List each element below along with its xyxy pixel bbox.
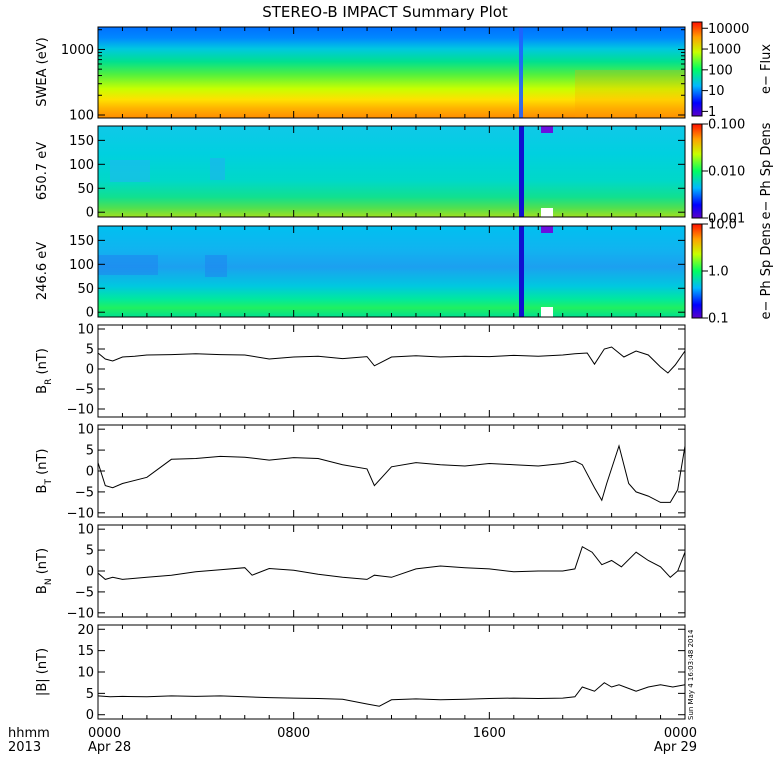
panel-bn: BN (nT) −10 −5 0 5 10 xyxy=(35,523,686,621)
bn-ylabel: BN (nT) xyxy=(35,548,54,594)
bt-ylabel: BT (nT) xyxy=(35,449,54,494)
bn-ytick-label: −10 xyxy=(67,606,94,621)
panel-swea: SWEA (eV) 100 1000 1 10 100 1000 10000 e− Flu… xyxy=(35,21,774,124)
bn-ytick-label: 0 xyxy=(86,565,94,580)
pad650-spectrogram xyxy=(98,126,685,217)
br-ytick-label: 0 xyxy=(86,363,94,378)
pad650-cb-tick-label: 0.001 xyxy=(708,212,745,227)
panel-pad650: 650.7 eV 0 50 100 150 0.001 0.010 0.100 e− Ph… xyxy=(35,118,774,227)
swea-cb-tick-label: 10000 xyxy=(708,22,749,37)
bt-ytick-label: 0 xyxy=(86,465,94,480)
bmag-frame xyxy=(97,624,686,720)
bmag-ytick-label: 5 xyxy=(86,687,94,702)
pad650-ytick-label: 100 xyxy=(69,158,94,173)
swea-ytick-label: 1000 xyxy=(61,43,94,58)
swea-colorbar xyxy=(691,21,703,117)
bn-ytick-label: 5 xyxy=(86,544,94,559)
bmag-ytick-label: 0 xyxy=(86,708,94,723)
br-trace xyxy=(97,346,686,374)
pad650-ylabel: 650.7 eV xyxy=(35,142,50,200)
pad650-gap-top xyxy=(541,126,553,133)
panel-bmag: |B| (nT) 0 5 10 15 20 Sun May 4 16:03:48 201… xyxy=(35,623,695,723)
pad246-ytick-label: 150 xyxy=(69,234,94,249)
pad650-patch xyxy=(110,160,150,182)
pad246-ylabel: 246.6 eV xyxy=(35,242,50,300)
pad246-cb-tick-label: 0.1 xyxy=(708,312,729,327)
pad246-spectrogram xyxy=(98,226,685,317)
pad650-dropout xyxy=(519,126,524,217)
pad246-cb-tick-label: 10.0 xyxy=(708,218,737,233)
pad246-colorbar xyxy=(691,223,703,319)
swea-ytick-label: 100 xyxy=(69,109,94,124)
br-ytick-label: 10 xyxy=(77,323,94,338)
panel-bt: BT (nT) −10 −5 0 5 10 xyxy=(35,423,686,521)
swea-cb-tick-label: 1000 xyxy=(708,43,741,58)
pad650-patch-2 xyxy=(210,158,225,180)
swea-dropout xyxy=(519,27,523,118)
pad246-colorbar-label: e− Ph Sp Dens xyxy=(759,222,774,319)
time-tick-sublabel: Apr 29 xyxy=(654,740,697,755)
pad246-ytick-label: 100 xyxy=(69,258,94,273)
pad650-gap-bottom xyxy=(541,208,553,217)
pad246-ytick-label: 50 xyxy=(77,282,94,297)
pad246-dropout xyxy=(519,226,524,317)
br-ylabel: BR (nT) xyxy=(35,348,54,394)
pad650-ytick-label: 150 xyxy=(69,134,94,149)
pad246-ytick-label: 0 xyxy=(86,306,94,321)
pad246-gap-top xyxy=(541,226,553,233)
swea-ylabel: SWEA (eV) xyxy=(35,37,50,106)
panel-pad246: 246.6 eV 0 50 100 150 0.1 1.0 10.0 e− Ph Sp D… xyxy=(35,218,774,327)
pad650-cb-tick-label: 0.010 xyxy=(708,165,745,180)
bmag-ytick-label: 20 xyxy=(77,623,94,638)
time-tick-label: 1600 xyxy=(473,726,506,741)
swea-late-band xyxy=(575,70,685,118)
pad246-patch xyxy=(98,255,158,275)
time-axis-label-year: 2013 xyxy=(8,740,41,755)
pad650-colorbar xyxy=(691,123,703,219)
plot-title: STEREO-B IMPACT Summary Plot xyxy=(262,3,508,21)
bmag-ytick-label: 15 xyxy=(77,644,94,659)
bn-ytick-label: −5 xyxy=(75,585,94,600)
swea-colorbar-label: e− Flux xyxy=(759,44,774,94)
pad650-cb-tick-label: 0.100 xyxy=(708,118,745,133)
swea-cb-tick-label: 100 xyxy=(708,63,733,78)
bmag-ytick-label: 10 xyxy=(77,666,94,681)
bmag-ylabel: |B| (nT) xyxy=(35,648,50,696)
bt-ytick-label: 10 xyxy=(77,423,94,438)
pad246-cb-tick-label: 1.0 xyxy=(708,265,729,280)
panel-br: BR (nT) −10 −5 0 5 10 xyxy=(35,323,686,418)
bn-frame xyxy=(97,524,686,618)
bt-ytick-label: 5 xyxy=(86,444,94,459)
swea-spectrogram xyxy=(98,27,685,118)
br-ytick-label: −5 xyxy=(75,383,94,398)
pad650-ytick-label: 50 xyxy=(77,182,94,197)
time-tick-sublabel: Apr 28 xyxy=(88,740,131,755)
swea-cb-tick-label: 1 xyxy=(708,105,716,120)
br-ytick-label: 5 xyxy=(86,343,94,358)
pad246-patch-2 xyxy=(205,255,227,277)
pad246-gap-bottom xyxy=(541,307,553,317)
bt-frame xyxy=(97,424,686,518)
bn-ytick-label: 10 xyxy=(77,523,94,538)
swea-cb-tick-label: 10 xyxy=(708,84,725,99)
time-tick-label: 0800 xyxy=(277,726,310,741)
time-axis-label-hhmm: hhmm xyxy=(8,726,50,741)
time-tick-label: 0000 xyxy=(664,726,697,741)
bt-ytick-label: −10 xyxy=(67,506,94,521)
bt-ytick-label: −5 xyxy=(75,485,94,500)
bmag-trace xyxy=(97,682,686,707)
br-frame xyxy=(97,324,686,418)
br-ytick-label: −10 xyxy=(67,403,94,418)
pad650-colorbar-label: e− Ph Sp Dens xyxy=(759,122,774,219)
pad650-ytick-label: 0 xyxy=(86,206,94,221)
bt-trace xyxy=(97,444,686,503)
time-tick-label: 0000 xyxy=(88,726,121,741)
generation-stamp: Sun May 4 16:03:48 2014 xyxy=(687,629,695,720)
bn-trace xyxy=(97,545,686,580)
